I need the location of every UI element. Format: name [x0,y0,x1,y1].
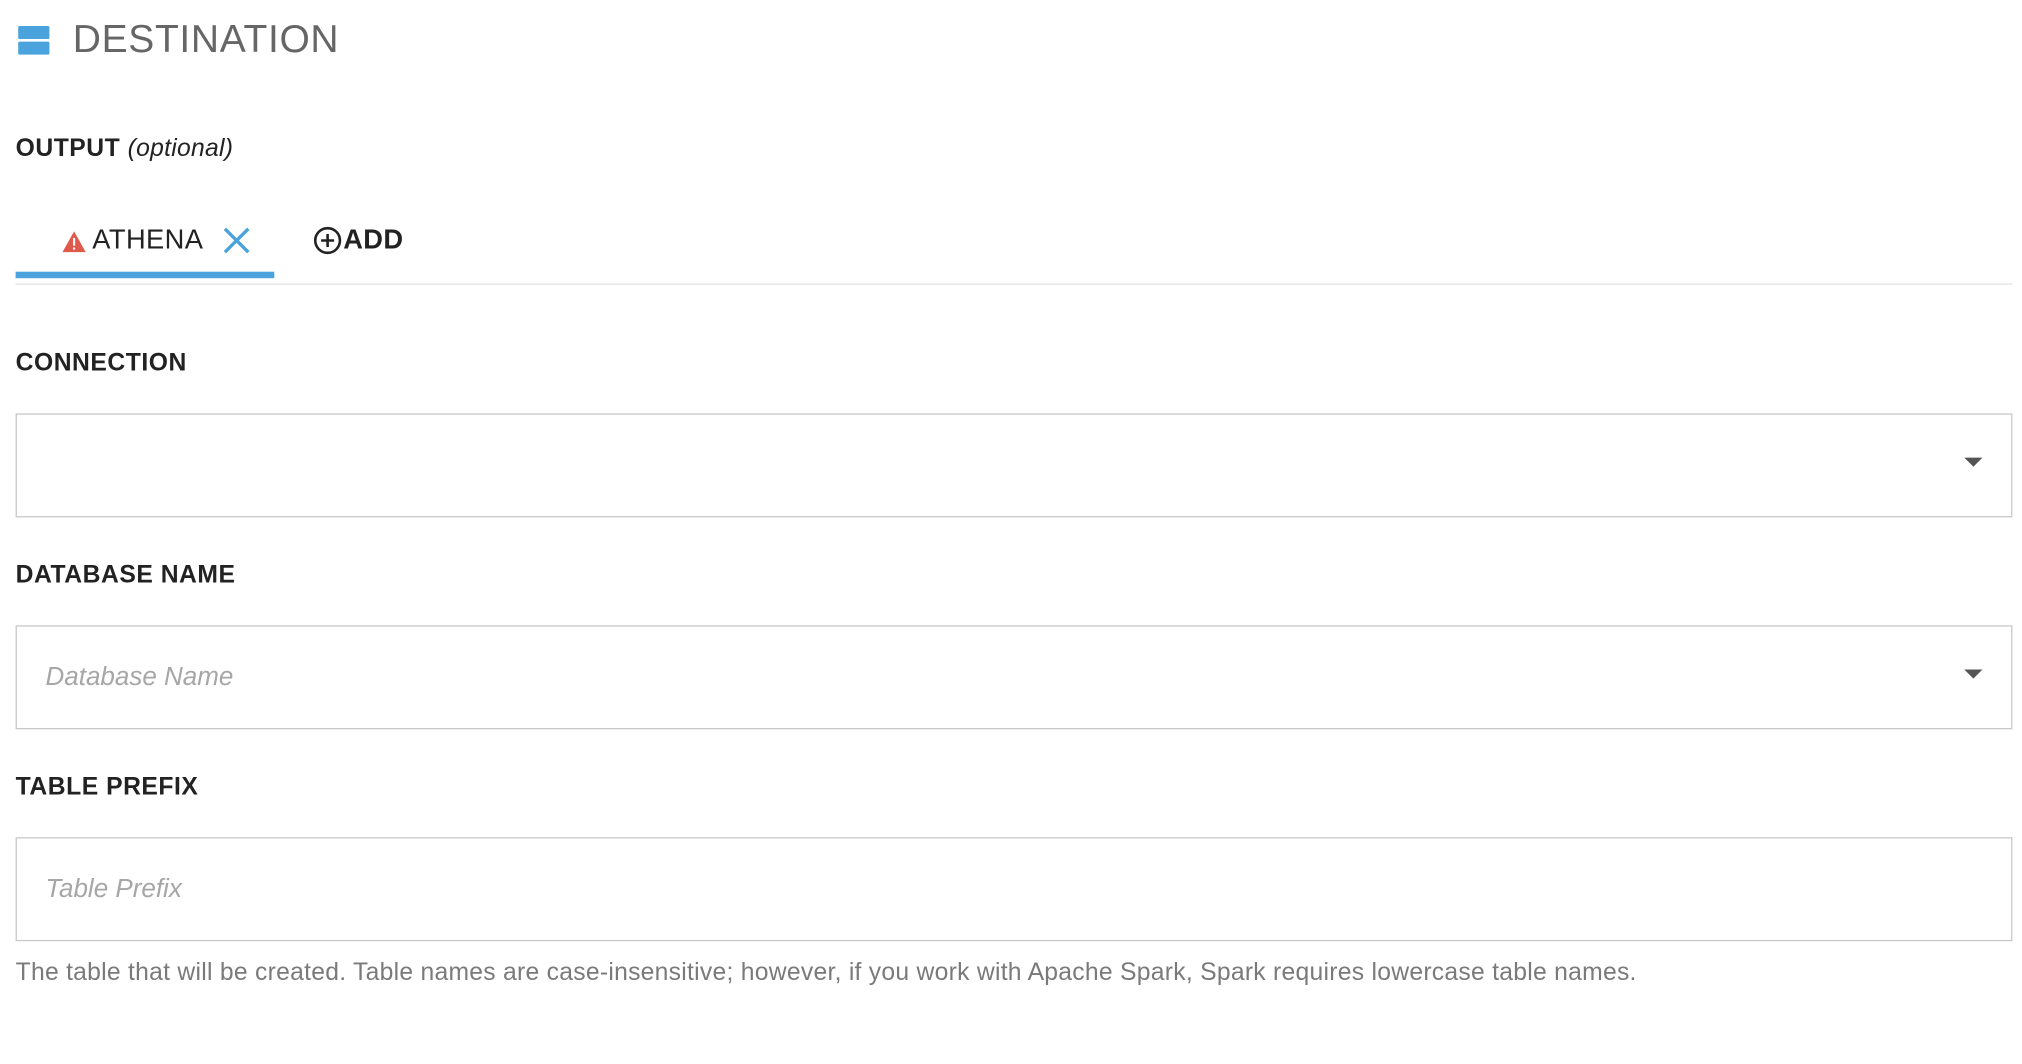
table-prefix-label: TABLE PREFIX [15,773,199,801]
chevron-down-icon[interactable] [1964,457,1983,467]
connection-label: CONNECTION [15,349,187,377]
table-prefix-field[interactable] [15,837,2013,942]
add-output-button[interactable]: ADD [313,221,403,260]
database-name-input[interactable] [16,626,2012,728]
output-label-text: OUTPUT [15,135,121,163]
close-icon[interactable] [222,224,253,255]
add-output-label: ADD [343,224,404,255]
connection-input[interactable] [16,414,2012,517]
chevron-down-icon[interactable] [1964,669,1983,679]
section-header: DESTINATION [18,16,339,65]
connection-select[interactable] [15,413,2013,518]
section-title: DESTINATION [72,18,340,62]
table-prefix-input[interactable] [16,838,2012,940]
optional-text: (optional) [127,135,234,163]
table-prefix-help-text: The table that will be created. Table na… [15,959,1637,987]
warning-icon [62,231,86,253]
database-name-label: DATABASE NAME [15,561,236,589]
plus-circle-icon [313,226,342,255]
tab-athena-label: ATHENA [92,224,204,255]
output-tabs: ATHENA ADD [15,208,2013,285]
database-name-select[interactable] [15,625,2013,730]
database-icon [18,26,50,55]
output-label: OUTPUT (optional) [16,135,234,164]
tab-athena[interactable]: ATHENA [15,208,275,279]
